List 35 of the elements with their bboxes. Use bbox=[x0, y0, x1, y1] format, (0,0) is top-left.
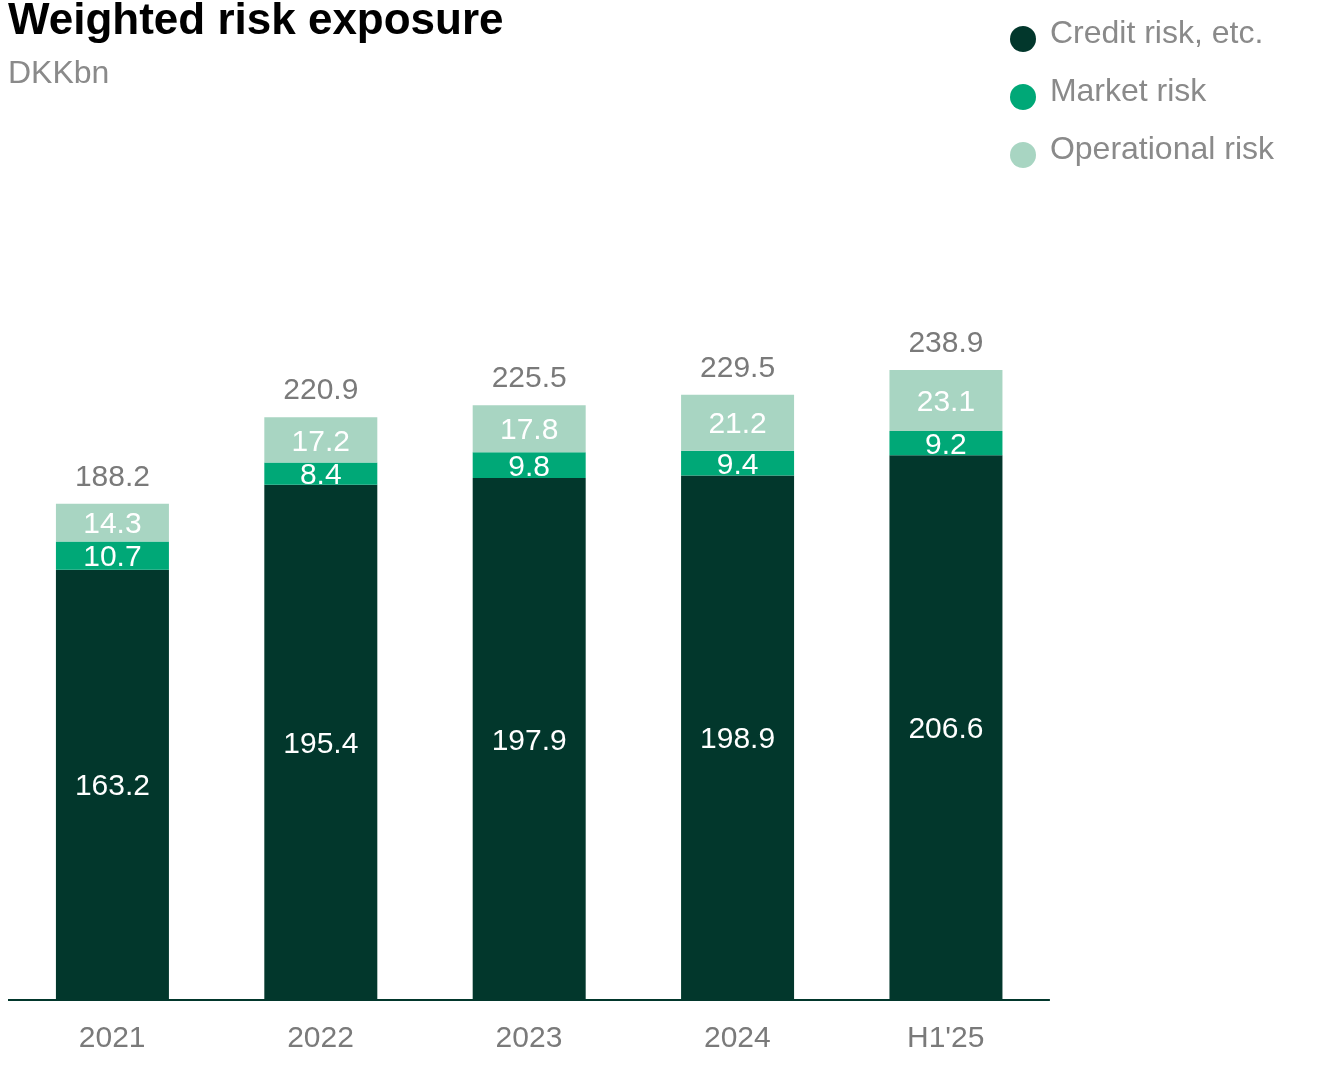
data-label: 21.2 bbox=[708, 406, 767, 440]
chart-title: Weighted risk exposure bbox=[8, 0, 504, 44]
data-label: 197.9 bbox=[491, 722, 567, 756]
bar bbox=[264, 417, 378, 463]
data-label: 206.6 bbox=[908, 711, 984, 745]
chart-subtitle: DKKbn bbox=[8, 54, 110, 91]
data-label: 8.4 bbox=[299, 457, 342, 491]
data-label: 163.2 bbox=[74, 768, 150, 802]
x-tick-label: H1'25 bbox=[906, 1020, 985, 1054]
bar bbox=[472, 405, 586, 453]
data-label: 14.3 bbox=[83, 506, 142, 540]
data-label: 17.8 bbox=[499, 412, 559, 446]
x-tick-label: 2024 bbox=[703, 1020, 771, 1054]
total-label: 188.2 bbox=[74, 458, 150, 492]
legend-label: Operational risk bbox=[1049, 130, 1274, 166]
total-label: 229.5 bbox=[700, 349, 776, 383]
data-label: 17.2 bbox=[291, 423, 350, 457]
x-tick-label: 2021 bbox=[78, 1020, 146, 1054]
data-label: 195.4 bbox=[283, 726, 359, 760]
x-tick-label: 2023 bbox=[495, 1020, 563, 1054]
data-label: 198.9 bbox=[700, 721, 776, 755]
data-label: 9.4 bbox=[716, 446, 759, 480]
legend-label: Credit risk, etc. bbox=[1049, 14, 1264, 50]
bar bbox=[889, 370, 1003, 431]
total-label: 225.5 bbox=[491, 360, 567, 394]
data-label: 9.2 bbox=[925, 426, 967, 460]
total-label: 220.9 bbox=[283, 372, 359, 406]
total-label: 238.9 bbox=[908, 325, 984, 358]
x-tick-label: 2022 bbox=[287, 1020, 354, 1054]
data-label: 23.1 bbox=[916, 384, 976, 418]
legend-label: Market risk bbox=[1049, 72, 1207, 108]
bar bbox=[55, 541, 169, 570]
data-label: 9.8 bbox=[508, 448, 551, 482]
bar bbox=[681, 394, 795, 451]
data-label: 10.7 bbox=[83, 539, 142, 573]
